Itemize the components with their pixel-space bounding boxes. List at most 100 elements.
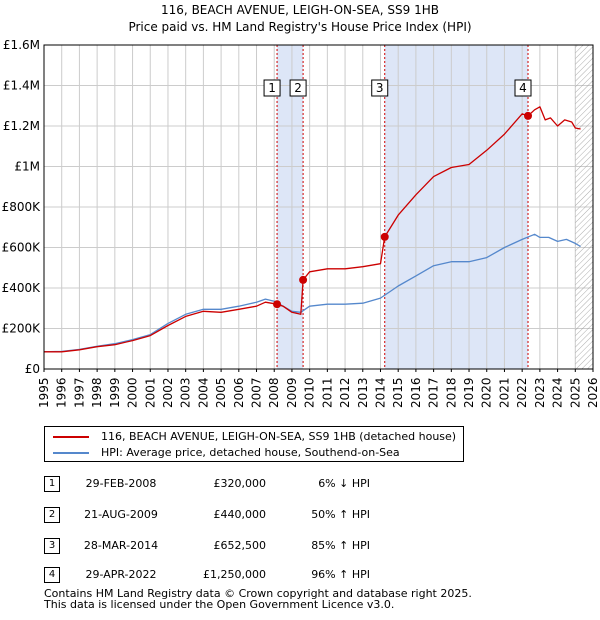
y-tick-label: £800K bbox=[2, 200, 42, 214]
y-tick-label: £0 bbox=[25, 362, 40, 376]
x-tick-label: 1997 bbox=[72, 377, 86, 408]
sale-number: 1 bbox=[44, 476, 60, 492]
sale-label-box bbox=[514, 79, 532, 97]
x-tick-label: 2025 bbox=[568, 377, 582, 408]
x-tick-label: 1996 bbox=[55, 377, 69, 408]
x-tick-label: 2001 bbox=[143, 377, 157, 408]
legend-label-property: 116, BEACH AVENUE, LEIGH-ON-SEA, SS9 1HB… bbox=[101, 430, 457, 443]
x-tick-label: 2022 bbox=[515, 377, 529, 408]
x-tick-label: 2021 bbox=[497, 377, 511, 408]
x-tick-label: 1998 bbox=[90, 377, 104, 408]
sale-row-2: 2 21-AUG-2009 £440,000 50% ↑ HPI bbox=[0, 505, 600, 525]
sale-markers bbox=[273, 111, 533, 309]
x-tick-label: 2003 bbox=[179, 377, 193, 408]
y-axis: £0 £200K £400K £600K £800K £1M £1.2M £1.4M £1.6M bbox=[2, 38, 42, 376]
title-line-1: 116, BEACH AVENUE, LEIGH-ON-SEA, SS9 1HB bbox=[161, 3, 439, 17]
sale-date: 21-AUG-2009 bbox=[84, 508, 158, 521]
sale-number: 2 bbox=[44, 507, 60, 523]
x-tick-label: 2002 bbox=[161, 377, 175, 408]
price-chart: 1 2 3 4 £0 £200K £400K £600K £800K £1M £1.2M £1.4M… bbox=[2, 38, 600, 408]
legend-label-hpi: HPI: Average price, detached house, Sout… bbox=[101, 446, 400, 459]
sale-date: 28-MAR-2014 bbox=[83, 539, 159, 552]
x-tick-label: 2024 bbox=[551, 377, 565, 408]
sale-price: £320,000 bbox=[213, 477, 267, 490]
y-tick-label: £400K bbox=[2, 281, 42, 295]
sale-label-1: 1 bbox=[263, 79, 281, 97]
future-hatch bbox=[575, 45, 593, 369]
x-tick-label: 2012 bbox=[338, 377, 352, 408]
chart-legend: 116, BEACH AVENUE, LEIGH-ON-SEA, SS9 1HB… bbox=[44, 426, 464, 462]
x-tick-label: 1999 bbox=[108, 377, 122, 408]
y-tick-label: £1.4M bbox=[3, 79, 40, 93]
x-tick-label: 2007 bbox=[250, 377, 264, 408]
y-tick-label: £1.2M bbox=[3, 119, 40, 133]
sale-labels: 1 2 3 4 bbox=[263, 79, 532, 97]
x-tick-label: 2023 bbox=[533, 377, 547, 408]
sale-row-1: 1 29-FEB-2008 £320,000 6% ↓ HPI bbox=[0, 474, 600, 494]
x-tick-label: 2026 bbox=[586, 377, 600, 408]
legend-swatch-property bbox=[53, 436, 89, 438]
x-tick-label: 2015 bbox=[391, 377, 405, 408]
future-region bbox=[575, 45, 593, 369]
title-line-2: Price paid vs. HM Land Registry's House … bbox=[128, 20, 472, 34]
sale-marker-2 bbox=[299, 275, 308, 284]
sale-label-4: 4 bbox=[514, 79, 532, 97]
series-lines bbox=[44, 106, 581, 353]
sale-date: 29-APR-2022 bbox=[85, 568, 157, 581]
sale-label-2: 2 bbox=[289, 79, 307, 97]
x-tick-label: 2013 bbox=[356, 377, 370, 408]
x-tick-label: 2018 bbox=[444, 377, 458, 408]
sale-label-3: 3 bbox=[371, 79, 389, 97]
attribution-line-2: This data is licensed under the Open Gov… bbox=[44, 598, 395, 611]
x-tick-label: 2014 bbox=[373, 377, 387, 408]
x-axis: 1995 1996 1997 1998 1999 2000 2001 2002 2003 2004… bbox=[37, 369, 600, 408]
sale-label-text: 2 bbox=[294, 81, 302, 95]
y-tick-label: £200K bbox=[2, 322, 42, 336]
sale-row-4: 4 29-APR-2022 £1,250,000 96% ↑ HPI bbox=[0, 565, 600, 585]
x-tick-label: 2009 bbox=[285, 377, 299, 408]
sale-label-text: 4 bbox=[519, 81, 527, 95]
y-tick-label: £1M bbox=[14, 160, 40, 174]
sale-price: £440,000 bbox=[213, 508, 267, 521]
sale-marker-4 bbox=[524, 111, 533, 120]
x-tick-label: 2004 bbox=[196, 377, 210, 408]
sale-number: 3 bbox=[44, 538, 60, 554]
sale-label-box bbox=[371, 79, 389, 97]
attribution-line-1: Contains HM Land Registry data © Crown c… bbox=[44, 587, 472, 600]
x-tick-label: 2019 bbox=[462, 377, 476, 408]
sale-price: £1,250,000 bbox=[203, 568, 266, 581]
x-tick-label: 2005 bbox=[214, 377, 228, 408]
sale-hpi-change: 85% ↑ HPI bbox=[311, 539, 370, 552]
x-tick-label: 2006 bbox=[232, 377, 246, 408]
x-tick-label: 2017 bbox=[427, 377, 441, 408]
x-tick-label: 2000 bbox=[126, 377, 140, 408]
x-tick-label: 2011 bbox=[320, 377, 334, 408]
y-tick-label: £1.6M bbox=[3, 38, 40, 52]
sale-hpi-change: 96% ↑ HPI bbox=[311, 568, 370, 581]
sale-vertical-lines bbox=[276, 45, 529, 369]
sale-number: 4 bbox=[44, 567, 60, 583]
sale-marker-3 bbox=[380, 232, 389, 241]
legend-swatch-hpi bbox=[53, 452, 89, 454]
plot-frame bbox=[43, 44, 594, 370]
sale-date: 29-FEB-2008 bbox=[85, 477, 157, 490]
sale-label-text: 3 bbox=[376, 81, 384, 95]
hpi-line bbox=[44, 233, 581, 353]
sale-hpi-change: 6% ↓ HPI bbox=[318, 477, 370, 490]
sale-label-box bbox=[263, 79, 281, 97]
x-tick-label: 1995 bbox=[37, 377, 51, 408]
x-tick-label: 2016 bbox=[409, 377, 423, 408]
x-tick-label: 2020 bbox=[480, 377, 494, 408]
sale-label-box bbox=[289, 79, 307, 97]
sale-marker-1 bbox=[273, 300, 282, 309]
y-tick-label: £600K bbox=[2, 241, 42, 255]
sale-price: £652,500 bbox=[213, 539, 267, 552]
x-tick-label: 2010 bbox=[303, 377, 317, 408]
sale-row-3: 3 28-MAR-2014 £652,500 85% ↑ HPI bbox=[0, 536, 600, 556]
property-price-line bbox=[44, 106, 581, 353]
sale-hpi-change: 50% ↑ HPI bbox=[311, 508, 370, 521]
chart-title: 116, BEACH AVENUE, LEIGH-ON-SEA, SS9 1HB… bbox=[0, 2, 600, 36]
attribution-footer: Contains HM Land Registry data © Crown c… bbox=[44, 588, 472, 610]
sale-label-text: 1 bbox=[268, 81, 276, 95]
x-tick-label: 2008 bbox=[267, 377, 281, 408]
